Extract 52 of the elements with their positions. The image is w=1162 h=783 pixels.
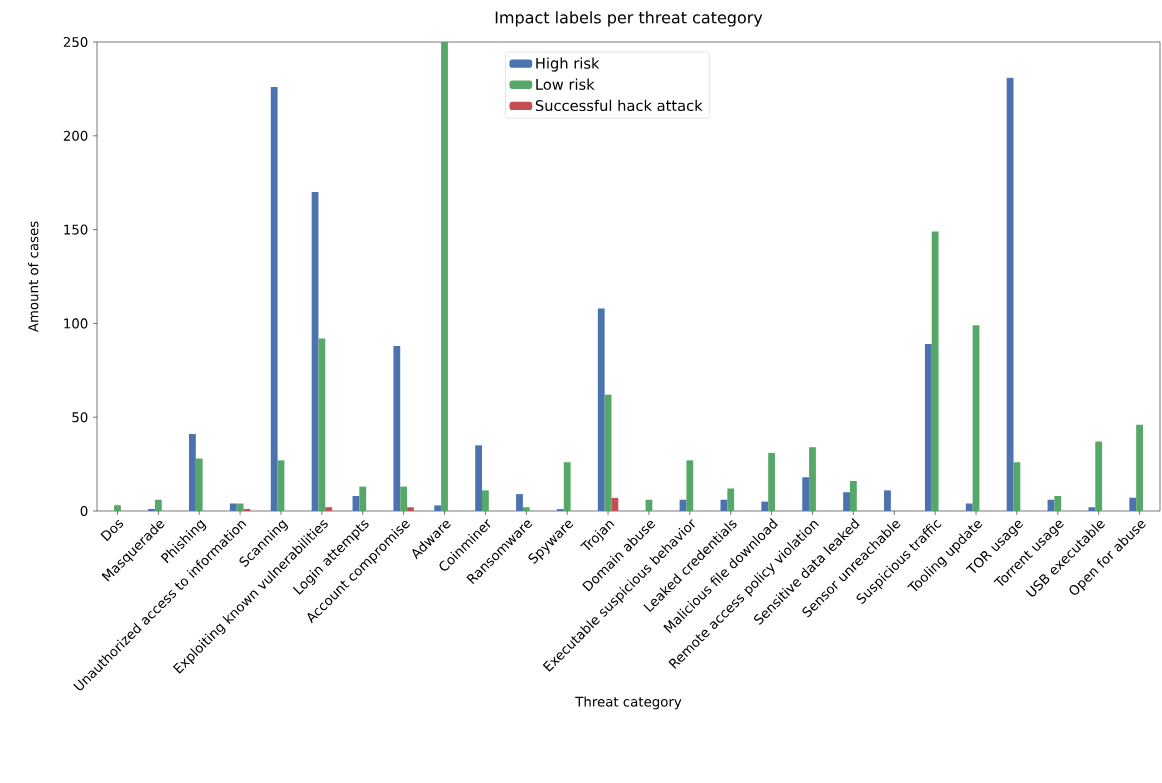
- bar: [1136, 424, 1143, 511]
- bar: [522, 507, 530, 511]
- bar: [802, 477, 810, 511]
- legend-label: High risk: [536, 57, 600, 72]
- bar: [393, 345, 401, 511]
- bar: [924, 344, 932, 511]
- chart-title: Impact labels per threat category: [495, 11, 763, 27]
- legend-label: Successful hack attack: [535, 99, 703, 112]
- bar: [475, 445, 482, 511]
- bar: [195, 458, 203, 511]
- bar: [434, 505, 442, 511]
- bar: [931, 231, 939, 511]
- bar: [761, 501, 769, 511]
- y-tick-label: 0: [80, 505, 88, 517]
- y-tick-label: 100: [64, 318, 88, 329]
- bar: [965, 503, 973, 511]
- legend-label: Low risk: [536, 78, 595, 90]
- bar: [270, 87, 278, 511]
- bar: [1129, 497, 1137, 511]
- bar: [727, 488, 735, 511]
- bar: [441, 42, 448, 511]
- bar: [1006, 77, 1014, 511]
- bar: [849, 480, 857, 511]
- bar: [400, 486, 408, 511]
- bar: [189, 434, 196, 511]
- bar: [482, 490, 489, 511]
- y-axis-title: Amount of cases: [28, 221, 39, 333]
- bar: [154, 499, 162, 511]
- bar: [516, 494, 523, 511]
- bar: [884, 490, 891, 511]
- bar: [768, 452, 776, 511]
- bar: [1095, 441, 1103, 511]
- bar: [843, 492, 850, 511]
- bar: [407, 507, 414, 511]
- bar: [809, 447, 816, 511]
- bar: [597, 308, 605, 511]
- bar: [325, 507, 333, 511]
- y-tick-label: 50: [72, 412, 88, 423]
- y-tick-label: 200: [63, 130, 88, 141]
- bar: [359, 486, 367, 511]
- bar: [563, 462, 571, 511]
- bar: [318, 338, 326, 511]
- x-axis-title: Threat category: [575, 696, 682, 710]
- bar: [229, 503, 237, 511]
- bar: [1054, 495, 1062, 511]
- bar: [236, 503, 244, 511]
- bar: [686, 460, 694, 511]
- bar: [611, 497, 619, 511]
- y-tick-label: 150: [64, 224, 88, 235]
- bar: [1088, 507, 1096, 511]
- bar: [114, 505, 121, 511]
- y-tick-label: 250: [63, 36, 88, 48]
